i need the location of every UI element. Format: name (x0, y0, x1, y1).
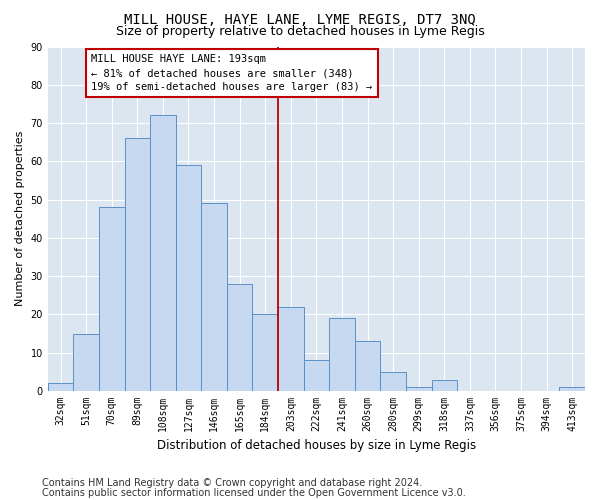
Bar (278, 307, 304, 391)
Bar (125, 138, 150, 391)
Text: MILL HOUSE HAYE LANE: 193sqm
← 81% of detached houses are smaller (348)
19% of s: MILL HOUSE HAYE LANE: 193sqm ← 81% of de… (91, 54, 373, 92)
Text: Size of property relative to detached houses in Lyme Regis: Size of property relative to detached ho… (116, 25, 484, 38)
Bar (559, 387, 585, 391)
Bar (99, 208, 125, 391)
X-axis label: Distribution of detached houses by size in Lyme Regis: Distribution of detached houses by size … (157, 440, 476, 452)
Bar (150, 116, 176, 391)
Bar (431, 380, 457, 391)
Bar (406, 387, 431, 391)
Text: MILL HOUSE, HAYE LANE, LYME REGIS, DT7 3NQ: MILL HOUSE, HAYE LANE, LYME REGIS, DT7 3… (124, 12, 476, 26)
Bar (48, 384, 73, 391)
Bar (355, 342, 380, 391)
Bar (304, 360, 329, 391)
Text: Contains public sector information licensed under the Open Government Licence v3: Contains public sector information licen… (42, 488, 466, 498)
Bar (380, 372, 406, 391)
Bar (73, 334, 99, 391)
Text: Contains HM Land Registry data © Crown copyright and database right 2024.: Contains HM Land Registry data © Crown c… (42, 478, 422, 488)
Y-axis label: Number of detached properties: Number of detached properties (15, 131, 25, 306)
Bar (201, 204, 227, 391)
Bar (227, 284, 253, 391)
Bar (176, 165, 201, 391)
Bar (329, 318, 355, 391)
Bar (253, 314, 278, 391)
